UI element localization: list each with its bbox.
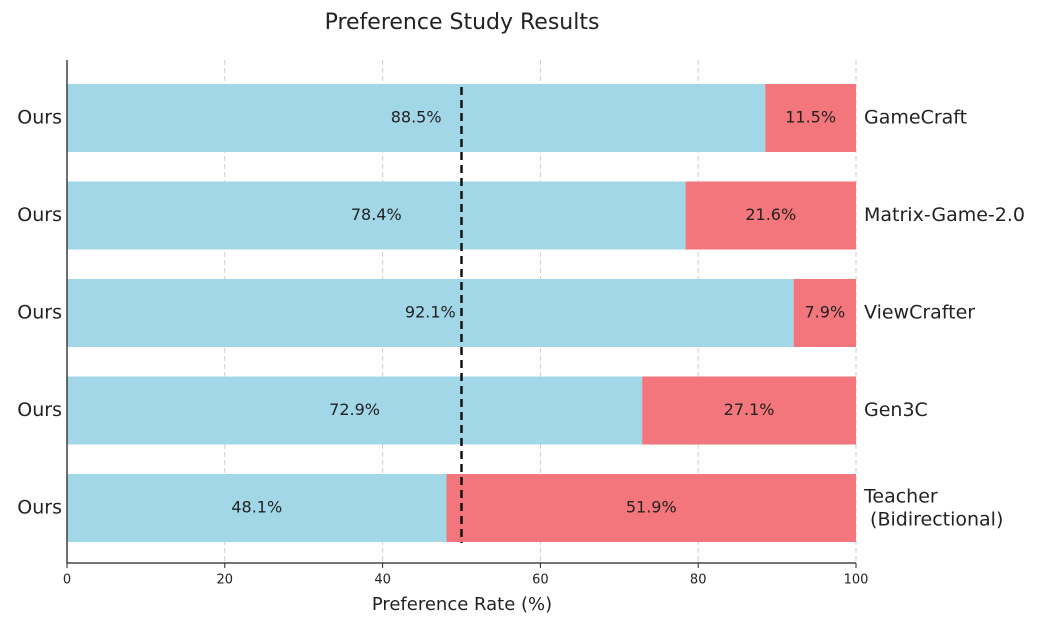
value-label: 88.5% xyxy=(391,108,442,127)
x-tick-label: 40 xyxy=(374,573,391,588)
value-label: 11.5% xyxy=(785,108,836,127)
category-label: Teacher (Bidirectional) xyxy=(863,485,1003,530)
category-label: GameCraft xyxy=(864,107,967,129)
x-tick-label: 100 xyxy=(844,573,869,588)
value-label: 78.4% xyxy=(351,205,402,224)
chart-title: Preference Study Results xyxy=(325,10,600,35)
bar-segment xyxy=(793,279,856,347)
category-label: ViewCrafter xyxy=(864,302,975,324)
value-label: 7.9% xyxy=(805,303,846,322)
category-label-line: Teacher xyxy=(863,485,938,507)
left-label: Ours xyxy=(17,204,62,226)
value-label: 92.1% xyxy=(405,303,456,322)
bar-segment xyxy=(685,181,856,250)
value-label: 21.6% xyxy=(745,205,796,224)
value-label: 72.9% xyxy=(329,400,380,419)
x-tick-label: 60 xyxy=(532,573,549,588)
bar-segment xyxy=(67,181,686,250)
value-label: 51.9% xyxy=(626,498,677,517)
bar-segment xyxy=(446,474,856,542)
value-label: 27.1% xyxy=(724,400,775,419)
left-label: Ours xyxy=(17,107,62,129)
bar-segment xyxy=(765,84,856,152)
category-label: Matrix-Game-2.0 xyxy=(864,204,1025,226)
x-tick-label: 80 xyxy=(690,573,707,588)
x-tick-label: 0 xyxy=(63,573,71,588)
bar-segment xyxy=(67,376,643,445)
bar-segment xyxy=(67,474,447,542)
category-label-line: (Bidirectional) xyxy=(864,508,1003,530)
category-label: Gen3C xyxy=(864,399,928,421)
value-label: 48.1% xyxy=(231,498,282,517)
bar-segment xyxy=(67,84,766,152)
left-label: Ours xyxy=(17,399,62,421)
x-tick-label: 20 xyxy=(217,573,234,588)
left-label: Ours xyxy=(17,497,62,519)
x-axis-label: Preference Rate (%) xyxy=(372,594,552,615)
left-label: Ours xyxy=(17,302,62,324)
bar-segment xyxy=(642,376,856,445)
bar-segment xyxy=(67,279,794,347)
